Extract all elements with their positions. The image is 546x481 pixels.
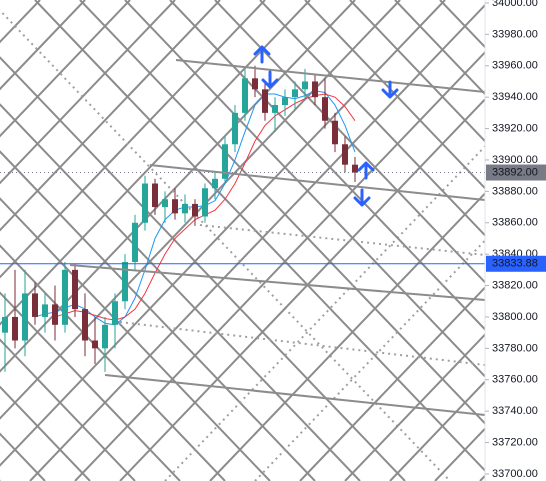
trendline: [0, 432, 46, 481]
y-tick-label: 33820.00: [492, 279, 538, 291]
trendline: [0, 291, 181, 481]
y-tick-label: 33940.00: [492, 91, 538, 103]
candle-body: [312, 81, 318, 98]
y-tick-label: 33740.00: [492, 405, 538, 417]
trendline: [394, 0, 485, 96]
y-tick-label: 33760.00: [492, 374, 538, 386]
trendline: [0, 0, 401, 420]
trendline: [0, 103, 361, 481]
candle-body: [292, 89, 298, 98]
y-tick-label: 33700.00: [492, 468, 538, 480]
y-tick-label: 33900.00: [492, 154, 538, 166]
arrows: [253, 45, 399, 207]
y-tick-label: 34000.00: [492, 0, 538, 9]
candle-body: [2, 316, 8, 333]
trendline: [0, 338, 136, 481]
candle-body: [322, 97, 328, 121]
candle-body: [202, 188, 208, 217]
candle-body: [92, 340, 98, 349]
candle-body: [122, 262, 128, 302]
candle-body: [162, 199, 168, 208]
candle-body: [12, 316, 18, 341]
candle-body: [222, 144, 228, 179]
trendline: [0, 0, 131, 138]
trendline: [0, 0, 266, 279]
candle-body: [32, 293, 38, 317]
candle-body: [22, 293, 28, 341]
price-label: 33892.00: [492, 166, 538, 178]
y-tick-label: 33860.00: [492, 217, 538, 229]
trendline: [124, 0, 485, 378]
candle-body: [182, 203, 188, 214]
trendline: [0, 150, 316, 481]
trendline: [79, 0, 485, 425]
trendline: [169, 0, 485, 331]
candle-body: [332, 120, 338, 145]
trendline: [344, 333, 485, 481]
candle-body: [252, 78, 258, 90]
y-tick-label: 33920.00: [492, 122, 538, 134]
trendline: [0, 56, 406, 481]
trendline: [214, 0, 485, 284]
candle-body: [102, 324, 108, 349]
trendline: [74, 50, 485, 481]
price-label: 33833.88: [492, 258, 538, 270]
candle-body: [212, 178, 218, 189]
trendline: [299, 286, 485, 481]
candle-body: [352, 164, 358, 173]
trendline: [304, 0, 485, 190]
y-tick-label: 33720.00: [492, 436, 538, 448]
price-label-box: [486, 255, 546, 272]
trendline: [389, 380, 485, 481]
candle-body: [342, 144, 348, 165]
candle-body: [172, 199, 178, 214]
candle-body: [142, 183, 148, 223]
candle-body: [42, 304, 48, 317]
candle-body: [62, 269, 68, 325]
y-tick-label: 33960.00: [492, 60, 538, 72]
candle-body: [152, 183, 158, 208]
trendline: [0, 244, 226, 481]
y-tick-label: 33980.00: [492, 28, 538, 40]
candle-body: [262, 89, 268, 113]
candle-body: [232, 112, 238, 145]
candle-body: [52, 304, 58, 325]
trendline: [349, 0, 485, 143]
price-label-box: [486, 164, 546, 181]
candle-body: [192, 203, 198, 217]
trendline: [29, 3, 485, 481]
candle-body: [132, 222, 138, 263]
trendline: [0, 0, 176, 185]
candle-body: [72, 269, 78, 310]
trendline: [0, 0, 86, 91]
trendline: [34, 0, 485, 472]
candle-body: [302, 81, 308, 90]
plot: [0, 65, 485, 372]
trendline: [209, 191, 485, 481]
candle-body: [112, 301, 118, 325]
trendline: [0, 0, 311, 326]
candle-body: [272, 105, 278, 113]
y-tick-label: 33880.00: [492, 185, 538, 197]
candle-body: [282, 97, 288, 106]
trendline: [0, 0, 221, 232]
candle-body: [242, 78, 248, 113]
trendline: [0, 9, 451, 481]
y-tick-label: 33800.00: [492, 311, 538, 323]
trendline: [0, 197, 271, 481]
y-tick-label: 33780.00: [492, 342, 538, 354]
candle-body: [82, 309, 88, 341]
fan-lines: [69, 59, 485, 416]
trendline: [119, 97, 485, 481]
trendline: [0, 385, 91, 481]
trendline: [259, 0, 485, 237]
